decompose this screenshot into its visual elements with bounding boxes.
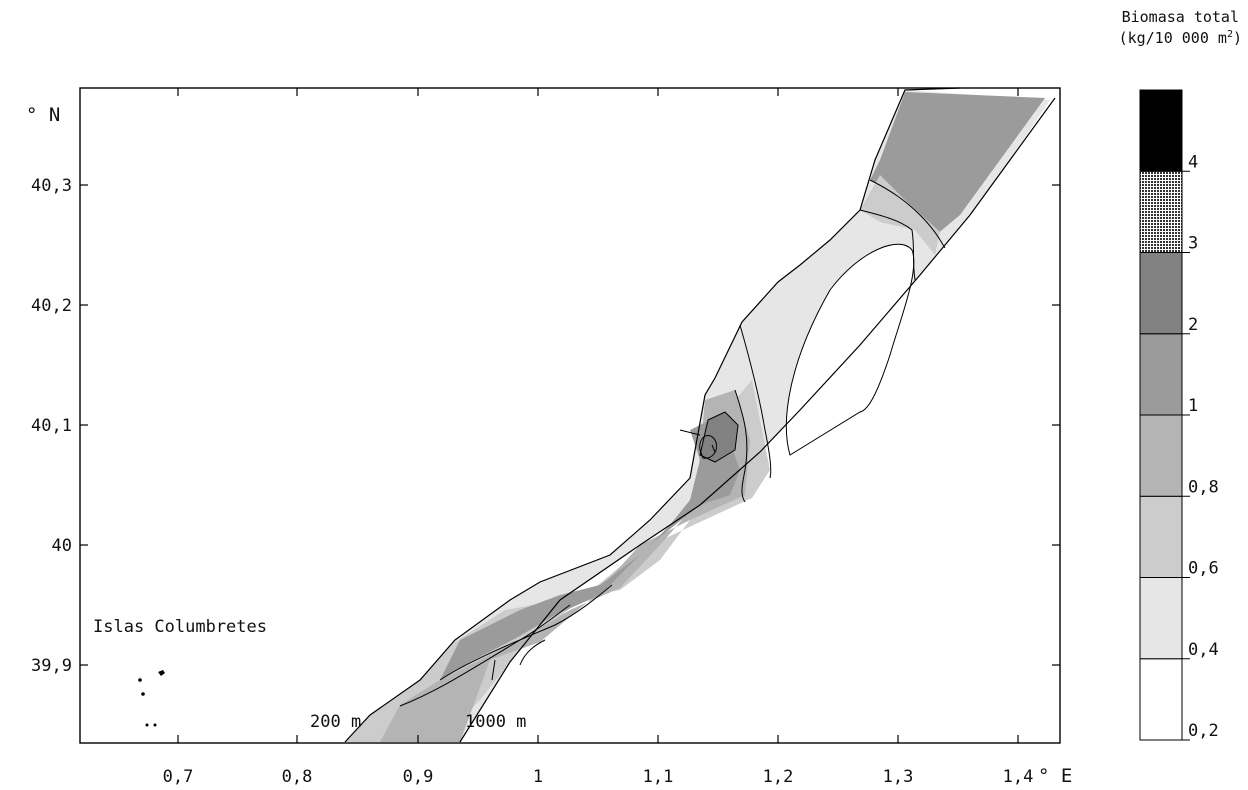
x-tick-label: 1,4 bbox=[1003, 767, 1034, 787]
islands-marks bbox=[138, 670, 165, 727]
legend-label: 0,4 bbox=[1188, 640, 1219, 660]
contour-line bbox=[519, 639, 546, 666]
legend-swatch bbox=[1139, 658, 1183, 741]
y-tick-label: 40,3 bbox=[31, 176, 72, 196]
legend-label: 0,8 bbox=[1188, 477, 1219, 497]
legend-label: 1 bbox=[1188, 396, 1198, 416]
contour-line bbox=[859, 209, 916, 281]
zone-0-2 bbox=[785, 243, 915, 456]
isobath-200 bbox=[344, 87, 961, 743]
legend-title: Biomasa total (kg/10 000 m2) bbox=[1119, 8, 1242, 47]
legend-label: 2 bbox=[1188, 315, 1198, 335]
islands-label: Islas Columbretes bbox=[93, 617, 267, 637]
x-tick-label: 0,8 bbox=[282, 767, 313, 787]
x-tick-label: 1,3 bbox=[883, 767, 914, 787]
legend-swatch bbox=[1139, 252, 1183, 335]
legend-swatch bbox=[1139, 495, 1183, 578]
legend-swatch bbox=[1139, 89, 1183, 172]
zone-2 bbox=[699, 411, 739, 463]
legend-swatch bbox=[1139, 333, 1183, 416]
legend-label: 0,6 bbox=[1188, 559, 1219, 579]
legend-unit: (kg/10 000 m2) bbox=[1118, 29, 1242, 47]
legend-swatch bbox=[1139, 170, 1183, 253]
isobath-1000 bbox=[459, 97, 1056, 743]
y-tick-label: 40 bbox=[52, 536, 72, 556]
x-tick-label: 1 bbox=[533, 767, 543, 787]
y-axis-unit: ° N bbox=[26, 104, 61, 126]
legend-swatch bbox=[1139, 414, 1183, 497]
zone-1-north bbox=[870, 92, 1045, 240]
contour-line bbox=[491, 659, 496, 681]
legend-label: 4 bbox=[1188, 152, 1198, 172]
x-tick-label: 1,2 bbox=[763, 767, 794, 787]
legend-title-line1: Biomasa total bbox=[1121, 8, 1239, 26]
legend-swatch bbox=[1139, 577, 1183, 660]
legend-label: 3 bbox=[1188, 234, 1198, 254]
contour-line bbox=[679, 429, 701, 436]
zone-0-6-north bbox=[860, 175, 940, 255]
x-tick-label: 0,7 bbox=[163, 767, 194, 787]
contour-lines bbox=[399, 179, 946, 707]
y-tick-label: 40,2 bbox=[31, 296, 72, 316]
y-tick-label: 40,1 bbox=[31, 416, 72, 436]
x-tick-label: 1,1 bbox=[643, 767, 674, 787]
contour-line bbox=[399, 604, 571, 707]
legend-label: 0,2 bbox=[1188, 721, 1219, 741]
contour-line bbox=[439, 584, 613, 681]
survey-area bbox=[345, 90, 1050, 742]
isobath-200-label: 200 m bbox=[310, 712, 362, 732]
contour-line bbox=[869, 179, 946, 249]
contour-line bbox=[699, 435, 717, 459]
contour-line bbox=[711, 444, 716, 453]
contour-line bbox=[739, 324, 772, 479]
contour-line bbox=[734, 389, 748, 503]
isobath-1000-label: 1000 m bbox=[465, 712, 527, 732]
y-tick-label: 39,9 bbox=[31, 656, 72, 676]
legend: 0,2 0,4 0,6 0,8 1 2 3 4 bbox=[1139, 89, 1219, 741]
zone-0-6 bbox=[345, 380, 770, 742]
axis-ticks: 0,7 0,8 0,9 1 1,1 1,2 1,3 1,4 39,9 40 40,1 40,2 40,3 bbox=[31, 88, 1060, 787]
x-axis-unit: ° E bbox=[1038, 765, 1073, 787]
x-tick-label: 0,9 bbox=[403, 767, 434, 787]
zone-1 bbox=[440, 415, 740, 680]
isobaths bbox=[344, 87, 1056, 743]
